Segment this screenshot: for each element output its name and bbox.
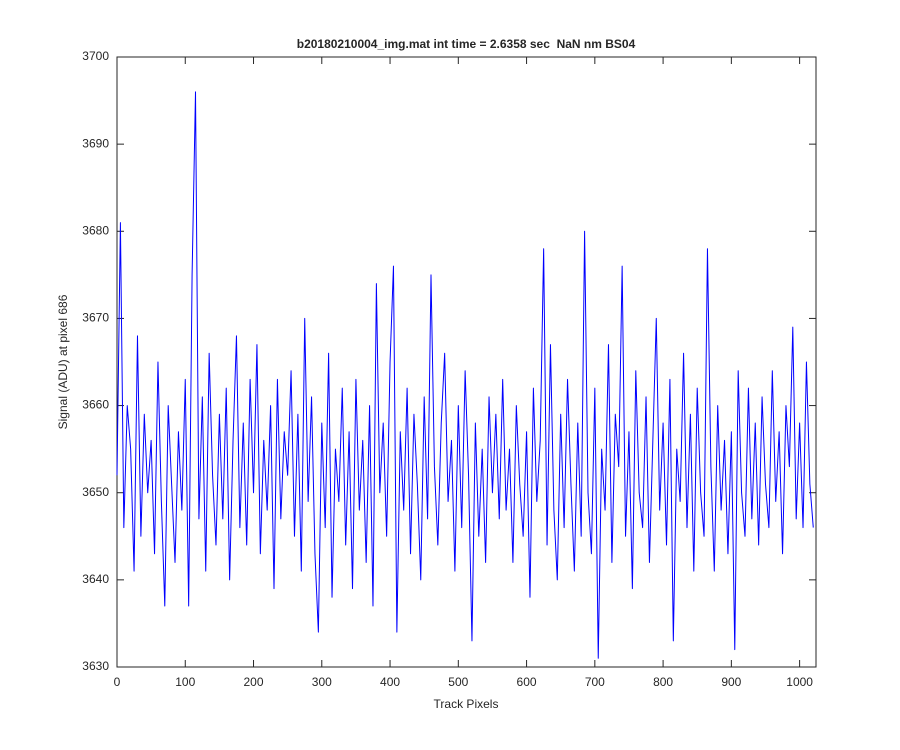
- data-line: [116, 91, 814, 659]
- y-tick-label: 3670: [82, 311, 109, 325]
- y-tick-label: 3700: [82, 49, 109, 63]
- chart-title: b20180210004_img.mat int time = 2.6358 s…: [297, 37, 636, 51]
- y-tick-label: 3650: [82, 485, 109, 499]
- y-axis-label: Signal (ADU) at pixel 686: [56, 294, 70, 429]
- x-tick-label: 400: [380, 675, 400, 689]
- y-tick-label: 3660: [82, 398, 109, 412]
- x-axis-label: Track Pixels: [434, 697, 499, 711]
- x-tick-label: 100: [175, 675, 195, 689]
- y-tick-label: 3640: [82, 572, 109, 586]
- x-tick-label: 700: [585, 675, 605, 689]
- x-tick-label: 800: [653, 675, 673, 689]
- x-tick-label: 1000: [786, 675, 813, 689]
- x-tick-label: 900: [721, 675, 741, 689]
- y-tick-label: 3630: [82, 659, 109, 673]
- x-tick-label: 0: [114, 675, 121, 689]
- x-tick-label: 300: [312, 675, 332, 689]
- y-tick-label: 3690: [82, 136, 109, 150]
- y-tick-label: 3680: [82, 223, 109, 237]
- plot-area: [116, 56, 817, 668]
- x-tick-label: 500: [448, 675, 468, 689]
- x-tick-label: 600: [517, 675, 537, 689]
- x-tick-label: 200: [244, 675, 264, 689]
